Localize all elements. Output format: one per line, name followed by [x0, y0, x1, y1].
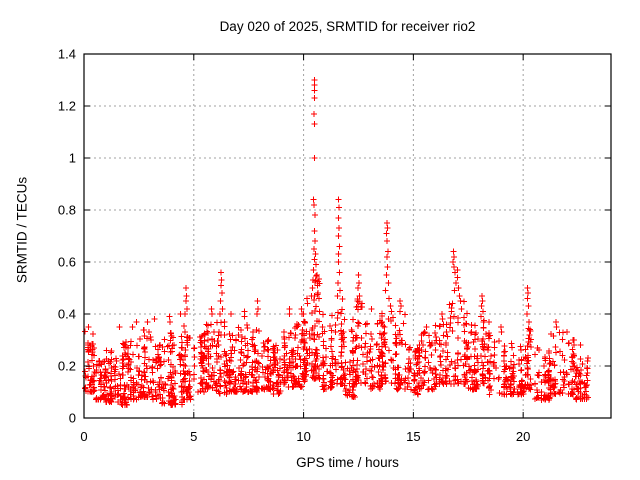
- y-tick-label: 0: [69, 411, 76, 426]
- grid-lines: [84, 54, 611, 418]
- y-tick-labels: 0 0.2 0.4 0.6 0.8 1 1.2 1.4: [58, 47, 76, 426]
- chart-title: Day 020 of 2025, SRMTID for receiver rio…: [219, 19, 476, 34]
- x-tick-label: 20: [516, 429, 530, 444]
- x-tick-label: 15: [406, 429, 420, 444]
- y-tick-label: 0.6: [58, 255, 76, 270]
- tick-marks: [83, 53, 611, 419]
- x-tick-label: 10: [296, 429, 310, 444]
- y-tick-label: 0.2: [58, 359, 76, 374]
- y-tick-label: 1: [69, 151, 76, 166]
- axis-border: [83, 53, 612, 419]
- y-tick-label: 1.2: [58, 99, 76, 114]
- tick-path: [83, 53, 611, 419]
- y-tick-label: 0.4: [58, 307, 76, 322]
- x-tick-labels: 0 5 10 15 20: [80, 429, 530, 444]
- data-points-path: [82, 77, 591, 408]
- x-axis-title: GPS time / hours: [296, 455, 399, 470]
- scatter-points: [82, 77, 591, 408]
- x-tick-label: 0: [80, 429, 87, 444]
- y-tick-label: 0.8: [58, 203, 76, 218]
- y-tick-label: 1.4: [58, 47, 76, 62]
- x-tick-label: 5: [190, 429, 197, 444]
